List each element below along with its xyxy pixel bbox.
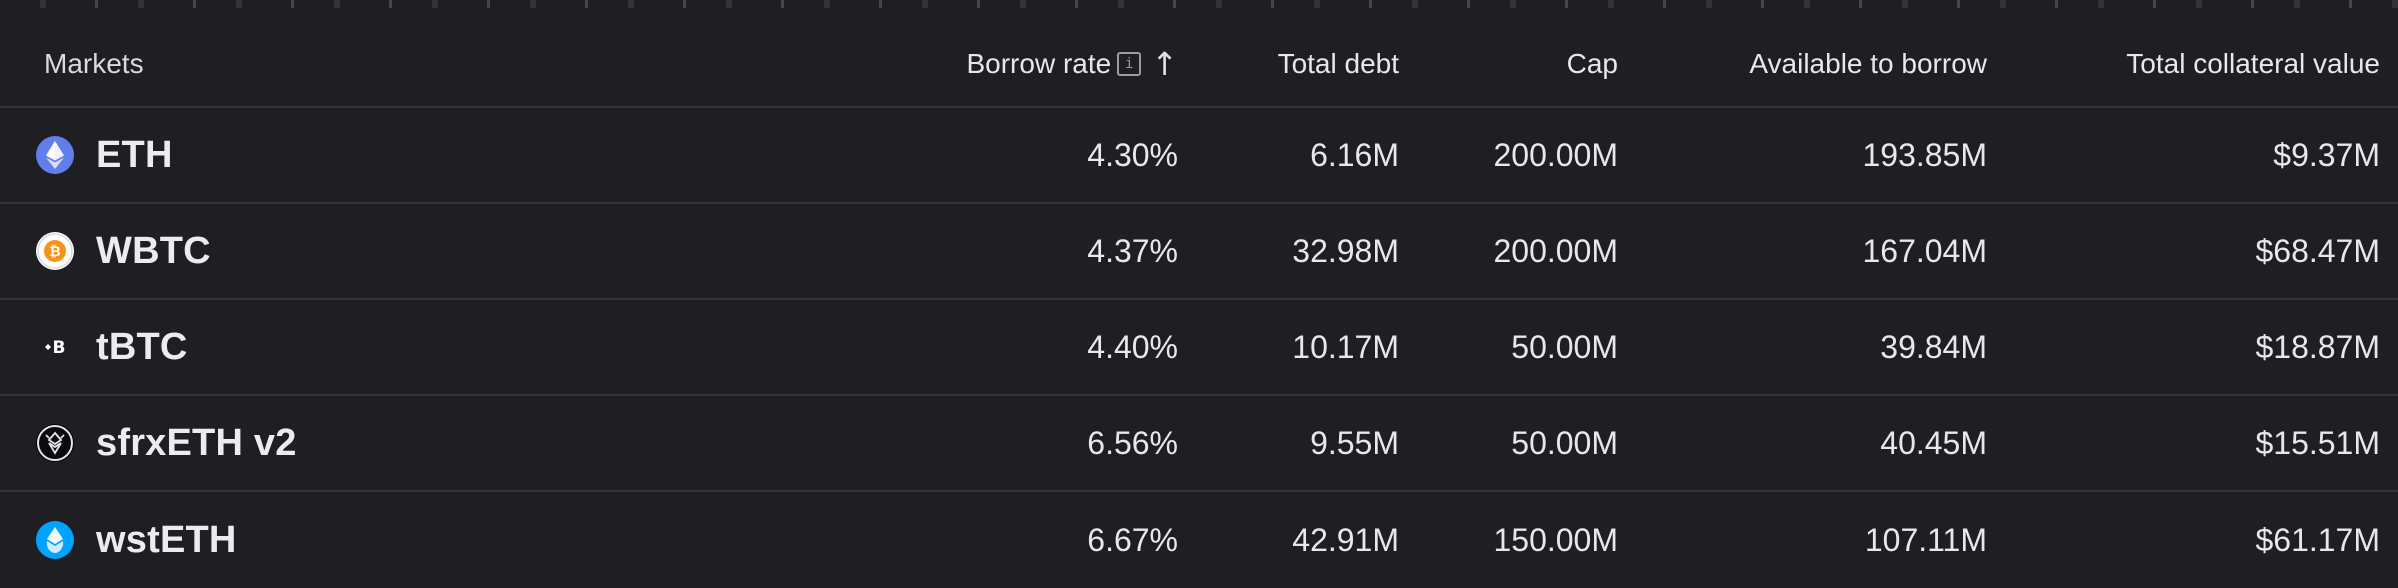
column-header-total-debt[interactable]: Total debt <box>1277 48 1399 79</box>
total-debt-value: 6.16M <box>1310 136 1399 173</box>
column-header-borrow-rate[interactable]: Borrow rate i ↑ <box>966 0 1178 106</box>
market-name: tBTC <box>96 325 188 368</box>
total-debt-value: 10.17M <box>1292 328 1399 365</box>
wbtc-icon: ₿ <box>36 232 74 270</box>
total-collateral-value: $18.87M <box>2255 328 2380 365</box>
borrow-rate-label: Borrow rate <box>966 48 1112 79</box>
market-cell: wstETH <box>36 492 237 588</box>
eth-icon <box>36 136 74 174</box>
svg-text:₿: ₿ <box>49 244 60 260</box>
cap-value: 50.00M <box>1511 424 1618 461</box>
total-collateral-value: $9.37M <box>2273 136 2380 173</box>
column-header-total-collateral-value[interactable]: Total collateral value <box>2126 48 2380 79</box>
table-header-row: Markets Borrow rate i ↑ Total debt Cap A… <box>0 0 2398 108</box>
total-debt-value: 42.91M <box>1292 521 1399 558</box>
market-name: sfrxETH v2 <box>96 421 297 464</box>
borrow-rate-value: 4.37% <box>1087 232 1178 269</box>
market-cell: sfrxETH v2 <box>36 396 297 490</box>
available-to-borrow-value: 40.45M <box>1880 424 1987 461</box>
market-cell: ETH <box>36 108 173 202</box>
cap-value: 200.00M <box>1493 232 1618 269</box>
arrow-up-icon[interactable]: ↑ <box>1151 45 1178 83</box>
column-header-markets[interactable]: Markets <box>44 48 144 79</box>
total-collateral-value: $68.47M <box>2255 232 2380 269</box>
table-row[interactable]: wstETH 6.67% 42.91M 150.00M 107.11M $61.… <box>0 492 2398 588</box>
top-edge-decoration <box>0 0 2398 8</box>
svg-text:B: B <box>53 338 66 358</box>
cap-value: 150.00M <box>1493 521 1618 558</box>
cap-value: 50.00M <box>1511 328 1618 365</box>
market-cell: ₿ WBTC <box>36 204 211 298</box>
table-row[interactable]: ₿ WBTC 4.37% 32.98M 200.00M 167.04M $68.… <box>0 204 2398 300</box>
column-header-available-to-borrow[interactable]: Available to borrow <box>1749 48 1987 79</box>
total-debt-value: 32.98M <box>1292 232 1399 269</box>
total-collateral-value: $15.51M <box>2255 424 2380 461</box>
market-name: wstETH <box>96 518 237 561</box>
total-debt-value: 9.55M <box>1310 424 1399 461</box>
table-row[interactable]: sfrxETH v2 6.56% 9.55M 50.00M 40.45M $15… <box>0 396 2398 492</box>
available-to-borrow-value: 167.04M <box>1862 232 1987 269</box>
borrow-rate-value: 4.30% <box>1087 136 1178 173</box>
available-to-borrow-value: 193.85M <box>1862 136 1987 173</box>
sfrxeth-icon <box>36 424 74 462</box>
wsteth-icon <box>36 521 74 559</box>
available-to-borrow-value: 39.84M <box>1880 328 1987 365</box>
borrow-rate-value: 6.67% <box>1087 521 1178 558</box>
borrow-rate-value: 6.56% <box>1087 424 1178 461</box>
cap-value: 200.00M <box>1493 136 1618 173</box>
info-icon[interactable]: i <box>1117 52 1142 76</box>
borrow-rate-value: 4.40% <box>1087 328 1178 365</box>
market-name: WBTC <box>96 229 211 272</box>
tbtc-icon: B <box>36 328 74 366</box>
column-header-cap[interactable]: Cap <box>1566 48 1618 79</box>
table-row[interactable]: ETH 4.30% 6.16M 200.00M 193.85M $9.37M <box>0 108 2398 204</box>
table-row[interactable]: B tBTC 4.40% 10.17M 50.00M 39.84M $18.87… <box>0 300 2398 396</box>
market-name: ETH <box>96 133 173 176</box>
available-to-borrow-value: 107.11M <box>1864 521 1987 558</box>
market-cell: B tBTC <box>36 300 188 394</box>
total-collateral-value: $61.17M <box>2255 521 2380 558</box>
